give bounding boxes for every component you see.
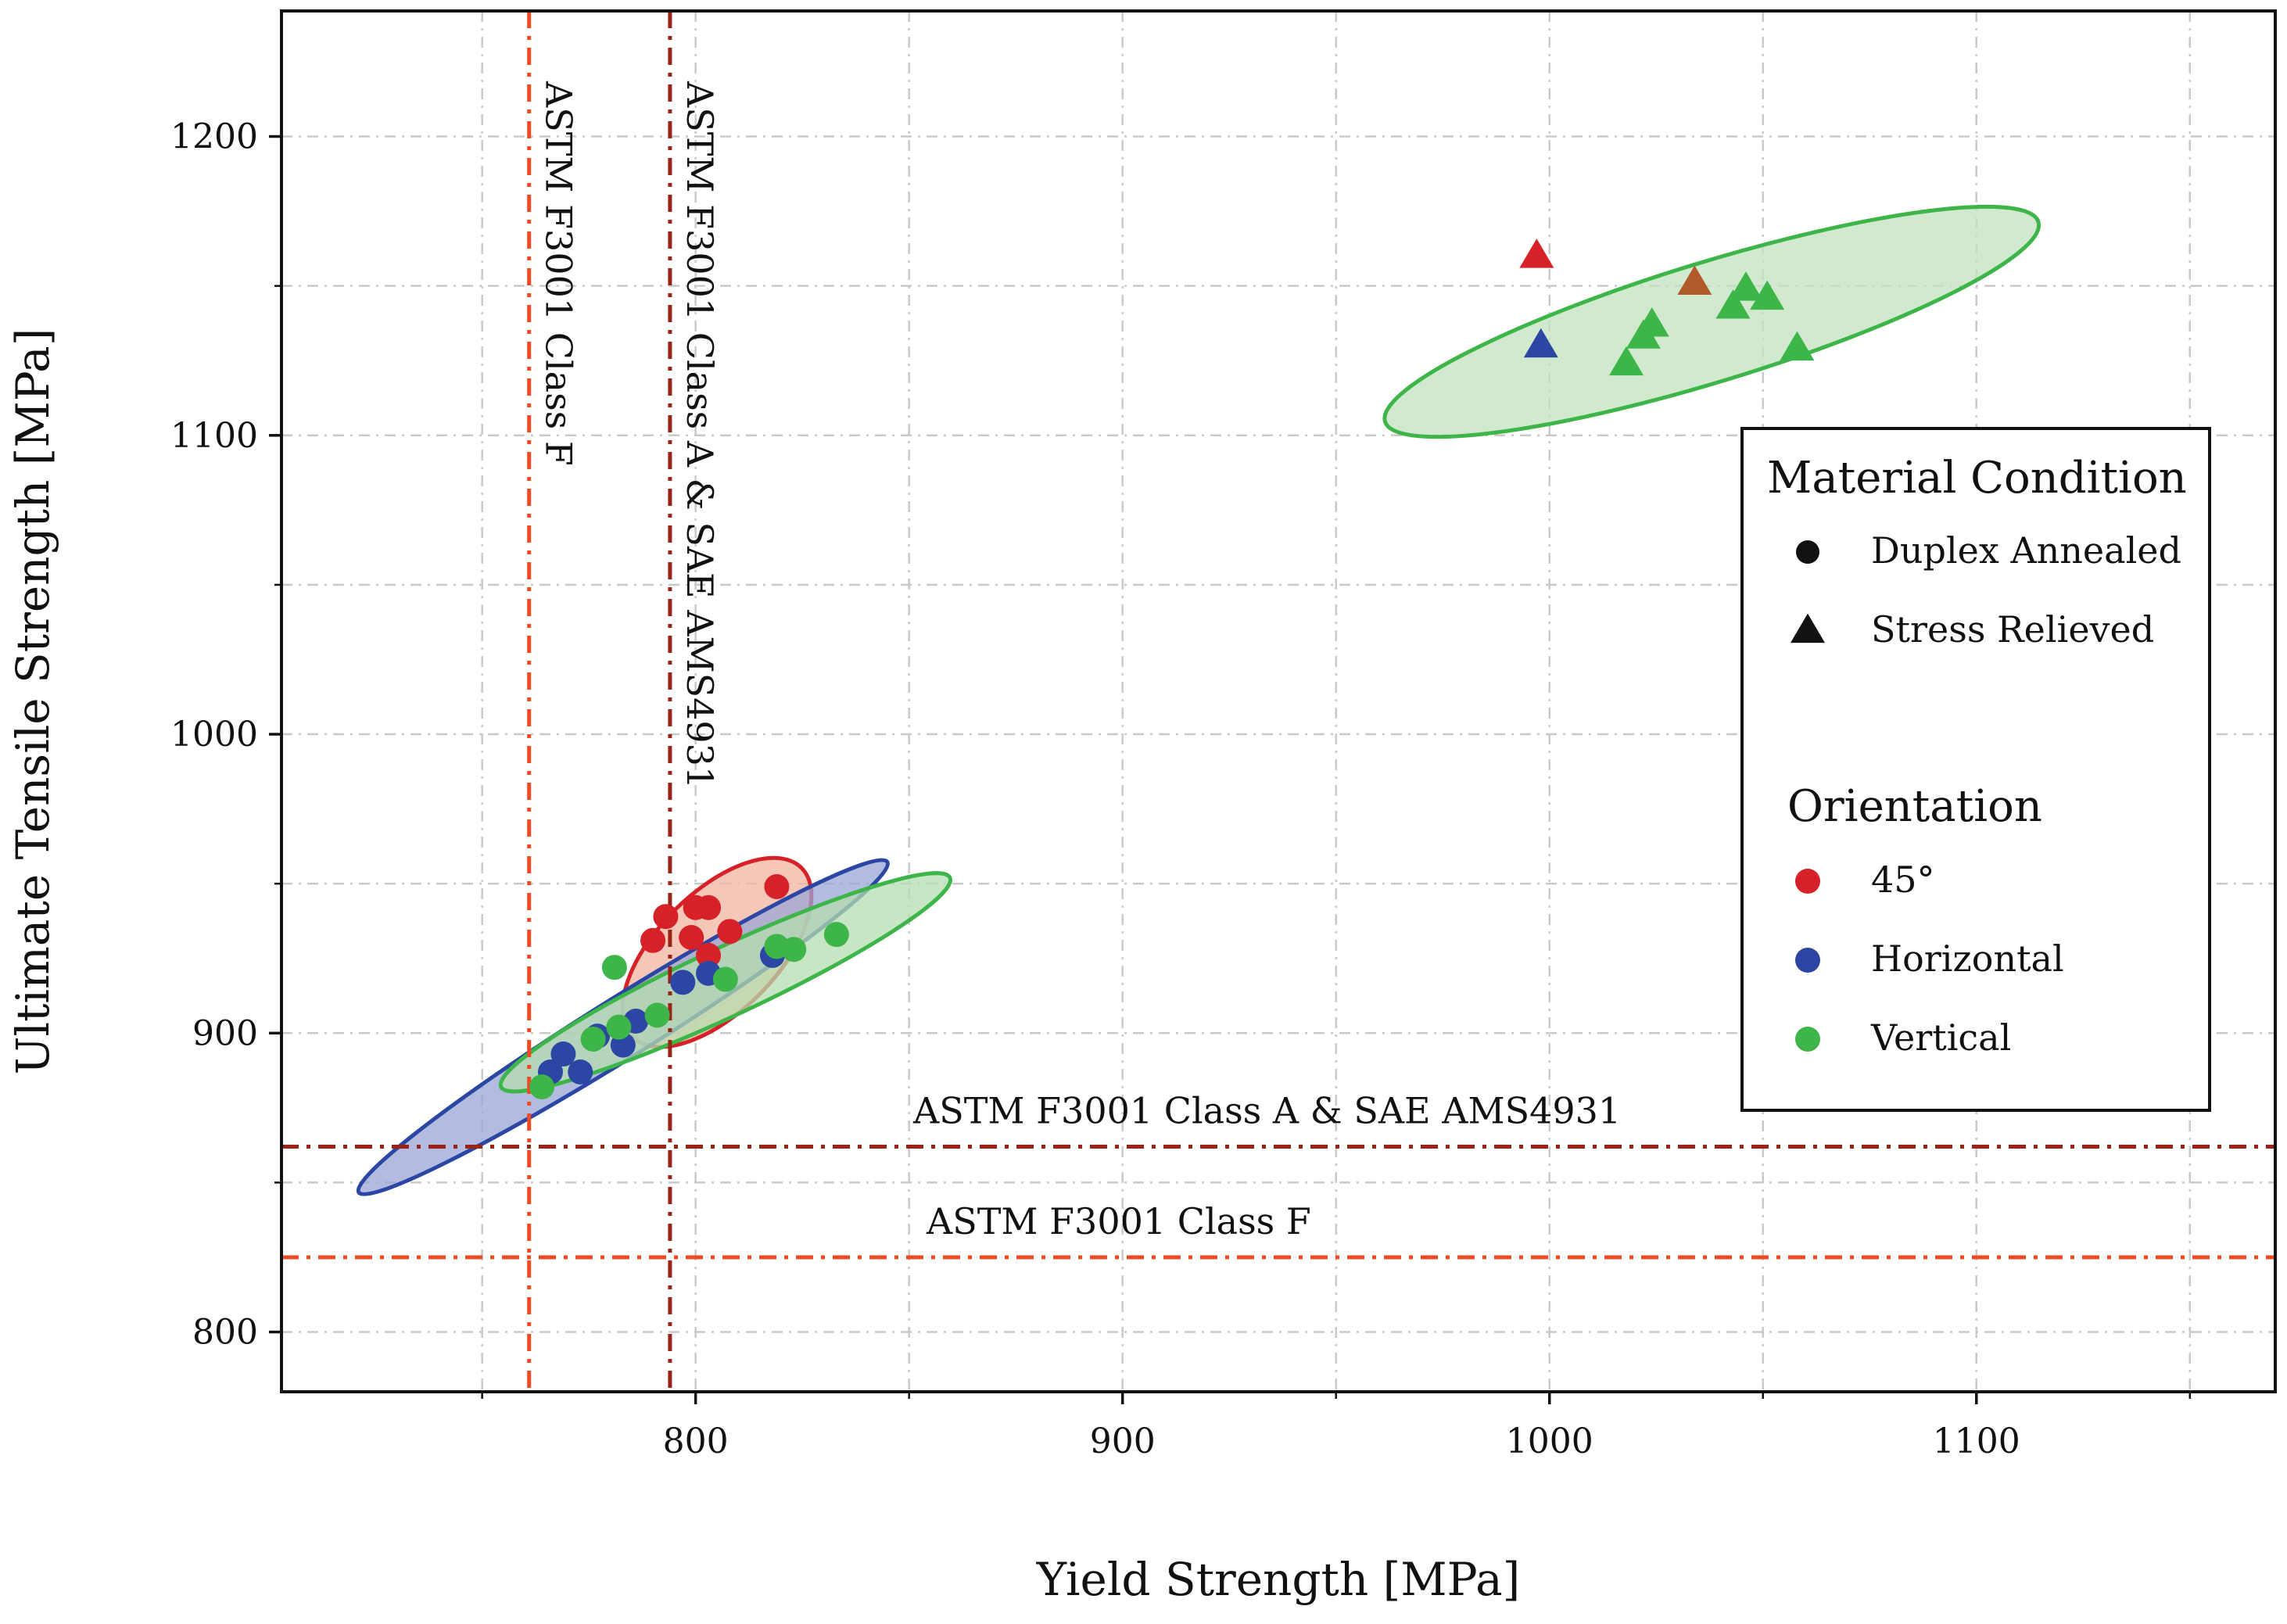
point-2-6 [606, 1014, 632, 1040]
legend-orientation-label-0: 45° [1871, 859, 1935, 901]
point-2-9 [1728, 271, 1763, 301]
point-0-2 [696, 894, 722, 920]
point-1-9 [1523, 328, 1558, 358]
legend-orientation-label-1: Horizontal [1871, 937, 2064, 980]
point-0-0 [764, 873, 790, 899]
x-tick-label-1100: 1100 [1933, 1421, 2020, 1461]
x-axis-title: Yield Strength [MPa] [1036, 1553, 1521, 1606]
y-tick-label-1100: 1100 [170, 416, 258, 456]
legend-marker-circle [1796, 540, 1819, 564]
point-2-3 [601, 955, 627, 980]
y-tick-label-1200: 1200 [170, 117, 258, 157]
point-1-7 [568, 1059, 593, 1084]
point-1-2 [670, 970, 696, 995]
point-0-5 [679, 924, 704, 950]
point-2-5 [644, 1002, 670, 1028]
point-0-7 [696, 942, 722, 968]
reference-line-labels: ASTM F3001 Class F ASTM F3001 Class A & S… [538, 81, 1621, 1242]
data-points [529, 238, 1815, 1100]
point-2-8 [529, 1074, 555, 1100]
point-2-14 [1780, 331, 1815, 361]
legend-condition-label-1: Stress Relieved [1871, 608, 2154, 651]
plot-frame [280, 9, 2277, 1393]
legend-swatch-2 [1795, 1027, 1820, 1052]
legend-condition-label-0: Duplex Annealed [1871, 529, 2181, 572]
legend: Material Condition Orientation Duplex An… [1740, 427, 2211, 1112]
x-tick-label-900: 900 [1090, 1421, 1156, 1461]
legend-entries: Duplex Annealed Stress Relieved 45° Horizon… [1791, 529, 2181, 1059]
ref-label-x-0: ASTM F3001 Class F [538, 81, 580, 466]
point-2-13 [1626, 319, 1661, 349]
point-2-0 [823, 922, 849, 948]
point-2-15 [1609, 346, 1644, 376]
point-0-8 [1519, 238, 1554, 268]
legend-box [1740, 427, 2211, 1112]
point-0-6 [640, 927, 666, 953]
point-2-7 [580, 1026, 606, 1052]
legend-swatch-0 [1795, 869, 1820, 894]
legend-marker-triangle [1791, 613, 1825, 644]
legend-orientation-title: Orientation [1787, 781, 2042, 832]
y-tick-label-900: 900 [192, 1013, 258, 1053]
axis-ticks: 800 900 1000 1100 800 900 1000 1100 1200 [170, 117, 2192, 1461]
legend-condition-title: Material Condition [1767, 453, 2187, 504]
point-0-3 [653, 904, 679, 930]
ref-label-y-2: ASTM F3001 Class A & SAE AMS4931 [912, 1090, 1621, 1132]
x-tick-label-1000: 1000 [1506, 1421, 1593, 1461]
y-axis-title: Ultimate Tensile Strength [MPa] [6, 328, 59, 1075]
x-tick-label-800: 800 [663, 1421, 729, 1461]
point-1-6 [550, 1041, 576, 1067]
point-0-4 [717, 919, 743, 945]
point-2-4 [712, 966, 738, 992]
ref-label-y-3: ASTM F3001 Class F [926, 1200, 1311, 1242]
y-tick-label-1000: 1000 [170, 715, 258, 755]
point-3-0 [1677, 265, 1712, 295]
ref-label-x-1: ASTM F3001 Class A & SAE AMS4931 [679, 81, 721, 789]
point-2-10 [1750, 280, 1785, 310]
ellipse-3 [1382, 204, 2041, 439]
reference-lines [281, 11, 2275, 1392]
point-2-11 [1715, 289, 1751, 319]
point-2-2 [764, 934, 790, 959]
legend-orientation-label-2: Vertical [1870, 1016, 2011, 1059]
legend-swatch-1 [1795, 948, 1820, 973]
y-tick-label-800: 800 [192, 1313, 258, 1353]
